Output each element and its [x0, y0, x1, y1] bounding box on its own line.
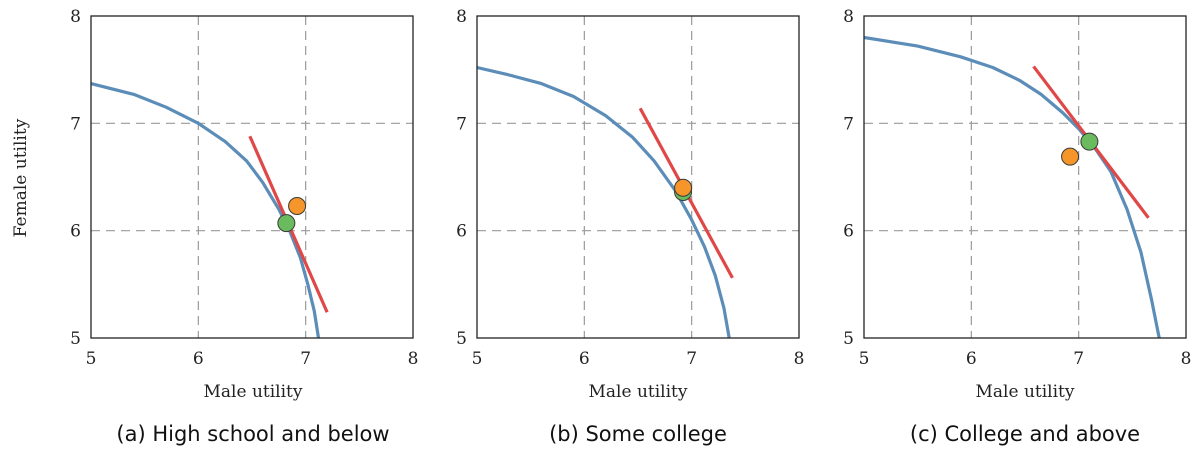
x-tick-label: 8: [1181, 349, 1192, 369]
y-tick-label: 6: [70, 222, 81, 242]
frontier-line: [477, 65, 731, 338]
panel-c: Male utility (c) College and above: [910, 382, 1140, 446]
y-tick-label: 6: [456, 222, 467, 242]
x-tick-label: 8: [794, 349, 805, 369]
y-tick-label: 7: [843, 114, 854, 134]
panel-a-xlabel: Male utility: [204, 382, 303, 402]
axes-frame: [476, 15, 800, 339]
plot-c: 5 6 7 8 5 6 7 8: [843, 7, 1191, 369]
y-tick-label: 8: [843, 7, 854, 27]
x-tick-label: 6: [193, 349, 204, 369]
panel-a-caption: (a) High school and below: [116, 422, 389, 446]
x-tick-label: 8: [408, 349, 419, 369]
data-point: [1061, 147, 1080, 166]
panel-b-xlabel: Male utility: [589, 382, 688, 402]
panel-a-ylabel: Female utility: [11, 118, 31, 237]
plot-a: 5 6 7 8 5 6 7 8: [70, 7, 418, 369]
y-tick-label: 6: [843, 222, 854, 242]
plot-b: 5 6 7 8 5 6 7 8: [456, 7, 804, 369]
axes-frame: [863, 15, 1187, 339]
x-tick-label: 7: [1073, 349, 1084, 369]
y-tick-label: 7: [70, 114, 81, 134]
x-tick-label: 6: [966, 349, 977, 369]
x-tick-label: 5: [472, 349, 483, 369]
x-tick-label: 5: [86, 349, 97, 369]
axes-frame: [90, 15, 414, 339]
frontier-line: [91, 82, 321, 338]
y-tick-label: 5: [70, 329, 81, 349]
y-tick-label: 8: [70, 7, 81, 27]
data-point: [277, 214, 296, 233]
y-tick-label: 5: [456, 329, 467, 349]
frontier-line: [864, 35, 1161, 338]
data-point: [674, 178, 693, 197]
panel-c-caption: (c) College and above: [910, 422, 1140, 446]
y-tick-label: 7: [456, 114, 467, 134]
panel-a: Female utility Male utility (a) High sch…: [11, 118, 390, 446]
y-tick-label: 5: [843, 329, 854, 349]
x-tick-label: 5: [859, 349, 870, 369]
x-tick-label: 6: [579, 349, 590, 369]
panel-b: Male utility (b) Some college: [549, 382, 727, 446]
x-tick-label: 7: [686, 349, 697, 369]
panel-b-caption: (b) Some college: [549, 422, 727, 446]
y-tick-label: 8: [456, 7, 467, 27]
x-tick-label: 7: [300, 349, 311, 369]
data-point: [1080, 132, 1099, 151]
data-point: [288, 196, 307, 215]
panel-c-xlabel: Male utility: [976, 382, 1075, 402]
